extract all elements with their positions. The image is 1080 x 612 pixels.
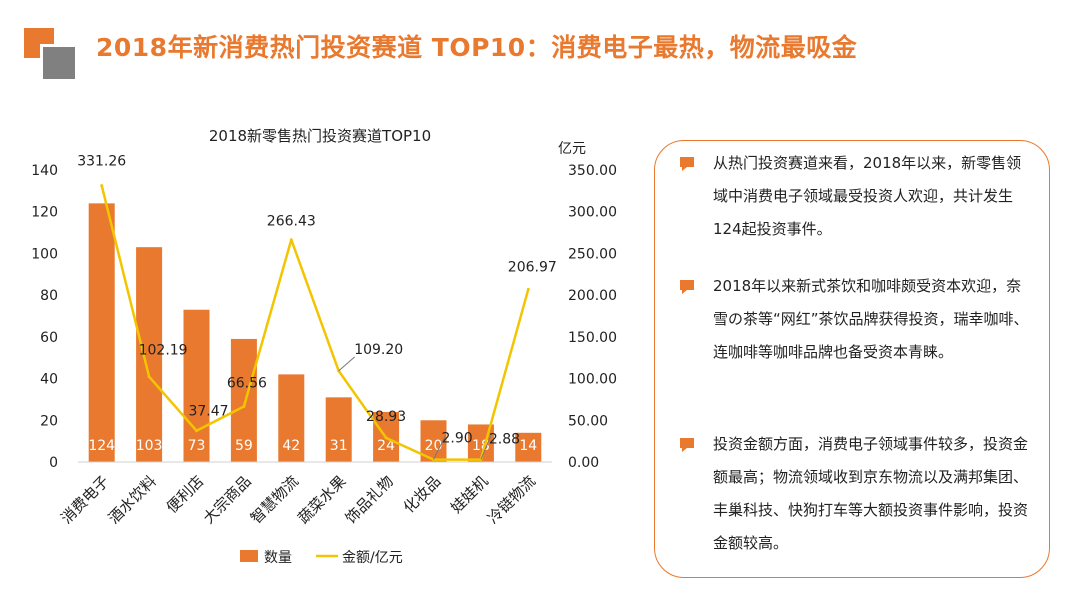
y-right-unit-label: 亿元 <box>558 141 586 157</box>
x-category-label: 饰品礼物 <box>342 472 397 527</box>
bar-10 <box>515 432 542 462</box>
label-leader-line <box>433 435 446 460</box>
amount-line <box>100 185 530 461</box>
x-category-label: 智慧物流 <box>247 472 302 527</box>
y-left-tick-label: 0 <box>49 455 58 471</box>
note-text-2: 2018年以来新式茶饮和咖啡颇受资本欢迎，奈雪の茶等“网红”茶饮品牌获得投资，瑞… <box>713 277 1029 361</box>
x-category-label: 化妆品 <box>400 472 445 517</box>
x-category-label: 消费电子 <box>57 472 112 527</box>
legend-label-line: 金额/亿元 <box>342 550 403 566</box>
bar-value-label: 24 <box>377 438 395 454</box>
y-left-tick-label: 40 <box>40 372 58 388</box>
amount-point-7 <box>384 436 388 440</box>
y-left-tick-label: 120 <box>31 205 58 221</box>
bar-value-label: 31 <box>330 438 348 454</box>
label-leader-line <box>338 356 356 372</box>
bar-value-label: 14 <box>519 438 537 454</box>
y-right-tick-label: 350.00 <box>568 163 617 179</box>
amount-point-2 <box>147 375 151 379</box>
line-value-label: 66.56 <box>227 375 267 391</box>
speech-bubble-icon <box>680 280 694 294</box>
bar-2 <box>136 247 163 462</box>
x-category-label: 娃娃机 <box>447 472 492 517</box>
line-value-label: 331.26 <box>77 154 126 170</box>
bar-value-label: 73 <box>188 438 206 454</box>
y-left-tick-label: 140 <box>31 163 58 179</box>
amount-point-10 <box>526 287 530 291</box>
x-category-label: 冷链物流 <box>484 472 539 527</box>
legend-swatch-bar <box>240 550 258 562</box>
amount-point-3 <box>195 429 198 433</box>
y-right-tick-label: 300.00 <box>568 205 617 221</box>
x-category-label: 蔬菜水果 <box>294 472 349 527</box>
x-category-label: 大宗商品 <box>200 472 255 527</box>
logo-square-gray <box>40 44 78 82</box>
bar-4 <box>230 338 257 462</box>
y-left-tick-label: 80 <box>40 288 58 304</box>
bar-3 <box>183 309 210 462</box>
bar-5 <box>278 374 305 462</box>
chart-title: 2018新零售热门投资赛道TOP10 <box>209 127 431 145</box>
y-left-tick-label: 100 <box>31 246 58 262</box>
bar-value-label: 103 <box>136 438 163 454</box>
line-value-label: 28.93 <box>366 409 406 425</box>
chart-svg: 2018新零售热门投资赛道TOP10 0 20 40 60 80 100 120 140 0.00… <box>31 127 617 566</box>
note-item-3: 投资金额方面，消费电子领域事件较多，投资金额最高；物流领域收到京东物流以及满邦集… <box>673 428 1031 560</box>
y-right-tick-label: 150.00 <box>568 330 617 346</box>
bar-value-label: 59 <box>235 438 253 454</box>
x-category-label: 酒水饮料 <box>105 472 160 527</box>
amount-point-1 <box>100 184 104 188</box>
note-item-1: 从热门投资赛道来看，2018年以来，新零售领域中消费电子领域最受投资人欢迎，共计… <box>673 147 1031 246</box>
bar-value-label: 42 <box>282 438 300 454</box>
line-value-label: 206.97 <box>508 259 557 275</box>
line-value-label: 2.88 <box>489 432 520 448</box>
y-right-tick-label: 100.00 <box>568 372 617 388</box>
bar-1 <box>88 203 115 462</box>
label-leader-line <box>480 435 492 460</box>
line-value-label: 109.20 <box>354 342 403 358</box>
line-value-label: 266.43 <box>267 214 316 230</box>
y-right-tick-label: 200.00 <box>568 288 617 304</box>
brand-logo <box>24 28 78 82</box>
notes-panel: 从热门投资赛道来看，2018年以来，新零售领域中消费电子领域最受投资人欢迎，共计… <box>654 140 1050 578</box>
y-right-tick-label: 50.00 <box>568 413 608 429</box>
note-text-3: 投资金额方面，消费电子领域事件较多，投资金额最高；物流领域收到京东物流以及满邦集… <box>713 435 1029 552</box>
amount-point-4 <box>242 404 246 408</box>
y-right-tick-label: 250.00 <box>568 246 617 262</box>
line-value-label: 102.19 <box>139 343 188 359</box>
bar-6 <box>325 397 352 462</box>
line-value-label: 2.90 <box>442 431 473 447</box>
line-value-label: 37.47 <box>188 404 228 420</box>
y-left-tick-label: 60 <box>40 330 58 346</box>
combo-chart: 2018新零售热门投资赛道TOP10 0 20 40 60 80 100 120 140 0.00… <box>0 110 640 608</box>
speech-bubble-icon <box>680 157 694 171</box>
x-category-label: 便利店 <box>163 472 208 517</box>
note-item-2: 2018年以来新式茶饮和咖啡颇受资本欢迎，奈雪の茶等“网红”茶饮品牌获得投资，瑞… <box>673 270 1031 369</box>
bar-value-label: 124 <box>88 438 115 454</box>
y-left-tick-label: 20 <box>40 413 58 429</box>
note-text-1: 从热门投资赛道来看，2018年以来，新零售领域中消费电子领域最受投资人欢迎，共计… <box>713 154 1022 238</box>
speech-bubble-icon <box>680 438 694 452</box>
y-right-tick-label: 0.00 <box>568 455 599 471</box>
amount-point-5 <box>289 238 293 242</box>
legend-label-bar: 数量 <box>264 550 292 566</box>
page-title: 2018年新消费热门投资赛道 TOP10：消费电子最热，物流最吸金 <box>96 33 858 62</box>
